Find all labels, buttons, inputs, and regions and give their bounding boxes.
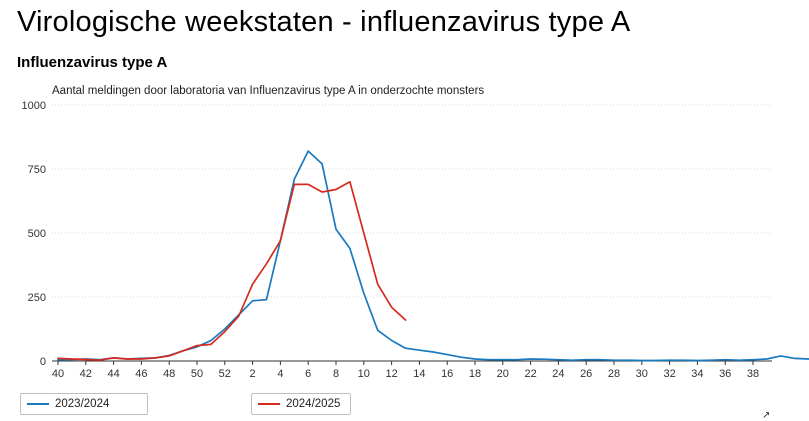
x-tick-label: 2 [250,368,256,380]
x-tick-label: 28 [608,368,620,380]
x-tick-label: 50 [191,368,203,380]
series-line-2023-2024 [57,150,809,362]
y-tick-label: 0 [40,356,46,368]
x-tick-label: 14 [413,368,425,380]
y-tick-label: 500 [28,228,46,240]
series-line-2024-2025 [57,180,407,362]
x-axis: 40 42 44 46 48 50 52 2 4 6 8 10 12 14 16 18 20 22 24 26 28 30… [52,360,772,380]
x-tick-label: 46 [135,368,147,380]
x-tick-label: 32 [663,368,675,380]
page-title: Virologische weekstaten - influenzavirus… [17,6,631,38]
legend-item-2023-2024[interactable]: 2023/2024 [20,393,148,415]
x-tick-label: 10 [358,368,370,380]
y-tick-label: 1000 [22,100,46,112]
legend-label-2023-2024: 2023/2024 [55,398,110,410]
x-tick-label: 44 [107,368,119,380]
x-tick-label: 16 [441,368,453,380]
x-tick-label: 12 [385,368,397,380]
x-tick-label: 20 [497,368,509,380]
x-tick-label: 24 [552,368,564,380]
cursor-arrow-icon: ↗ [762,410,771,421]
grid-layer [52,104,772,298]
x-tick-label: 38 [747,368,759,380]
y-tick-label: 250 [28,292,46,304]
legend-swatch-2024-2025 [258,403,280,405]
series-layer [57,150,809,362]
legend-item-2024-2025[interactable]: 2024/2025 [251,393,351,415]
x-tick-label: 52 [219,368,231,380]
x-tick-label: 6 [305,368,311,380]
x-tick-label: 26 [580,368,592,380]
legend-label-2024-2025: 2024/2025 [286,398,341,410]
x-tick-label: 4 [277,368,283,380]
x-tick-label: 22 [524,368,536,380]
x-tick-label: 48 [163,368,175,380]
y-tick-label: 750 [28,164,46,176]
chart-heading: Influenzavirus type A [17,54,168,71]
x-tick-label: 36 [719,368,731,380]
x-tick-label: 8 [333,368,339,380]
legend-swatch-2023-2024 [27,403,49,405]
x-tick-label: 34 [691,368,703,380]
x-tick-label: 42 [80,368,92,380]
x-tick-label: 40 [52,368,64,380]
x-tick-label: 18 [469,368,481,380]
y-axis: 0 250 500 750 1000 [22,100,46,368]
chart-subtitle: Aantal meldingen door laboratoria van In… [52,85,485,97]
x-tick-label: 30 [636,368,648,380]
